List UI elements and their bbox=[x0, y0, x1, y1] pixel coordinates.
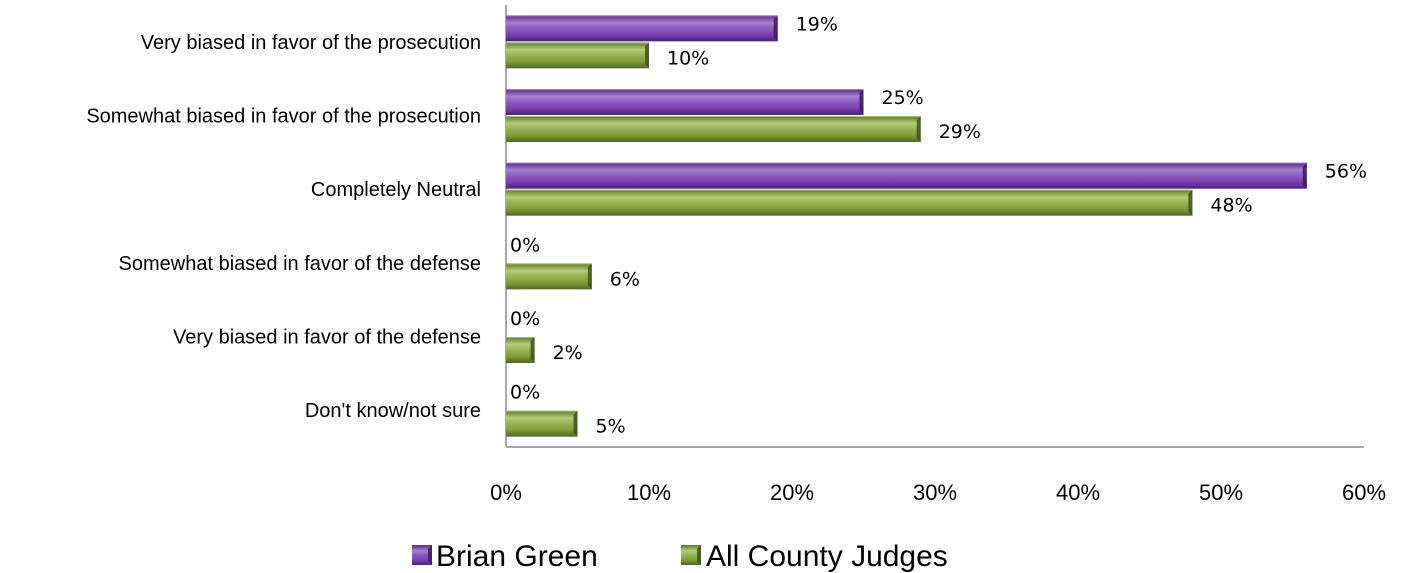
x-tick-label: 0% bbox=[490, 480, 522, 505]
category-label: Completely Neutral bbox=[311, 179, 481, 201]
category-label: Very biased in favor of the prosecution bbox=[141, 32, 481, 54]
x-tick-label: 30% bbox=[913, 480, 957, 505]
data-label: 6% bbox=[610, 268, 640, 290]
bar-all-county-judges bbox=[506, 263, 592, 290]
category-label: Don't know/not sure bbox=[305, 400, 481, 422]
bar-brian-green bbox=[506, 15, 778, 42]
x-tick-labels: 0% 10% 20% 30% 40% 50% 60% bbox=[490, 480, 1386, 505]
data-label: 29% bbox=[939, 121, 981, 143]
bar-brian-green bbox=[506, 89, 864, 115]
data-label: 5% bbox=[596, 416, 626, 438]
legend-item: Brian Green bbox=[412, 540, 598, 573]
data-label: 0% bbox=[510, 308, 540, 330]
x-tick-label: 40% bbox=[1056, 480, 1100, 505]
legend-label: All County Judges bbox=[706, 540, 948, 573]
legend: Brian Green All County Judges bbox=[412, 540, 948, 573]
bar-brian-green bbox=[506, 162, 1307, 189]
bar-all-county-judges bbox=[506, 410, 578, 437]
legend-label: Brian Green bbox=[436, 540, 598, 573]
data-label: 19% bbox=[796, 13, 838, 35]
x-tick-label: 50% bbox=[1199, 480, 1243, 505]
data-label: 10% bbox=[667, 47, 709, 69]
data-label: 25% bbox=[882, 87, 924, 109]
x-tick-label: 20% bbox=[770, 480, 814, 505]
data-label: 0% bbox=[510, 382, 540, 404]
bar-all-county-judges bbox=[506, 189, 1193, 216]
x-tick-label: 60% bbox=[1342, 480, 1386, 505]
axes bbox=[505, 5, 1364, 448]
category-label: Somewhat biased in favor of the defense bbox=[119, 253, 481, 275]
bar-all-county-judges bbox=[506, 337, 535, 363]
data-label: 56% bbox=[1325, 161, 1367, 183]
category-label: Somewhat biased in favor of the prosecut… bbox=[86, 106, 481, 128]
bar-all-county-judges bbox=[506, 42, 649, 69]
bars bbox=[506, 15, 1307, 437]
category-label: Very biased in favor of the defense bbox=[173, 327, 481, 349]
data-label: 48% bbox=[1210, 195, 1252, 217]
data-label: 2% bbox=[553, 342, 583, 364]
data-labels: 19% 10% 25% 29% 56% 48% 0% 6% 0% 2% 0% 5% bbox=[510, 13, 1367, 437]
legend-swatch bbox=[681, 545, 701, 565]
legend-item: All County Judges bbox=[681, 540, 948, 573]
bar-all-county-judges bbox=[506, 116, 921, 142]
legend-swatch bbox=[412, 545, 432, 565]
category-labels: Very biased in favor of the prosecution S… bbox=[86, 32, 481, 422]
data-label: 0% bbox=[510, 234, 540, 256]
x-tick-label: 10% bbox=[627, 480, 671, 505]
